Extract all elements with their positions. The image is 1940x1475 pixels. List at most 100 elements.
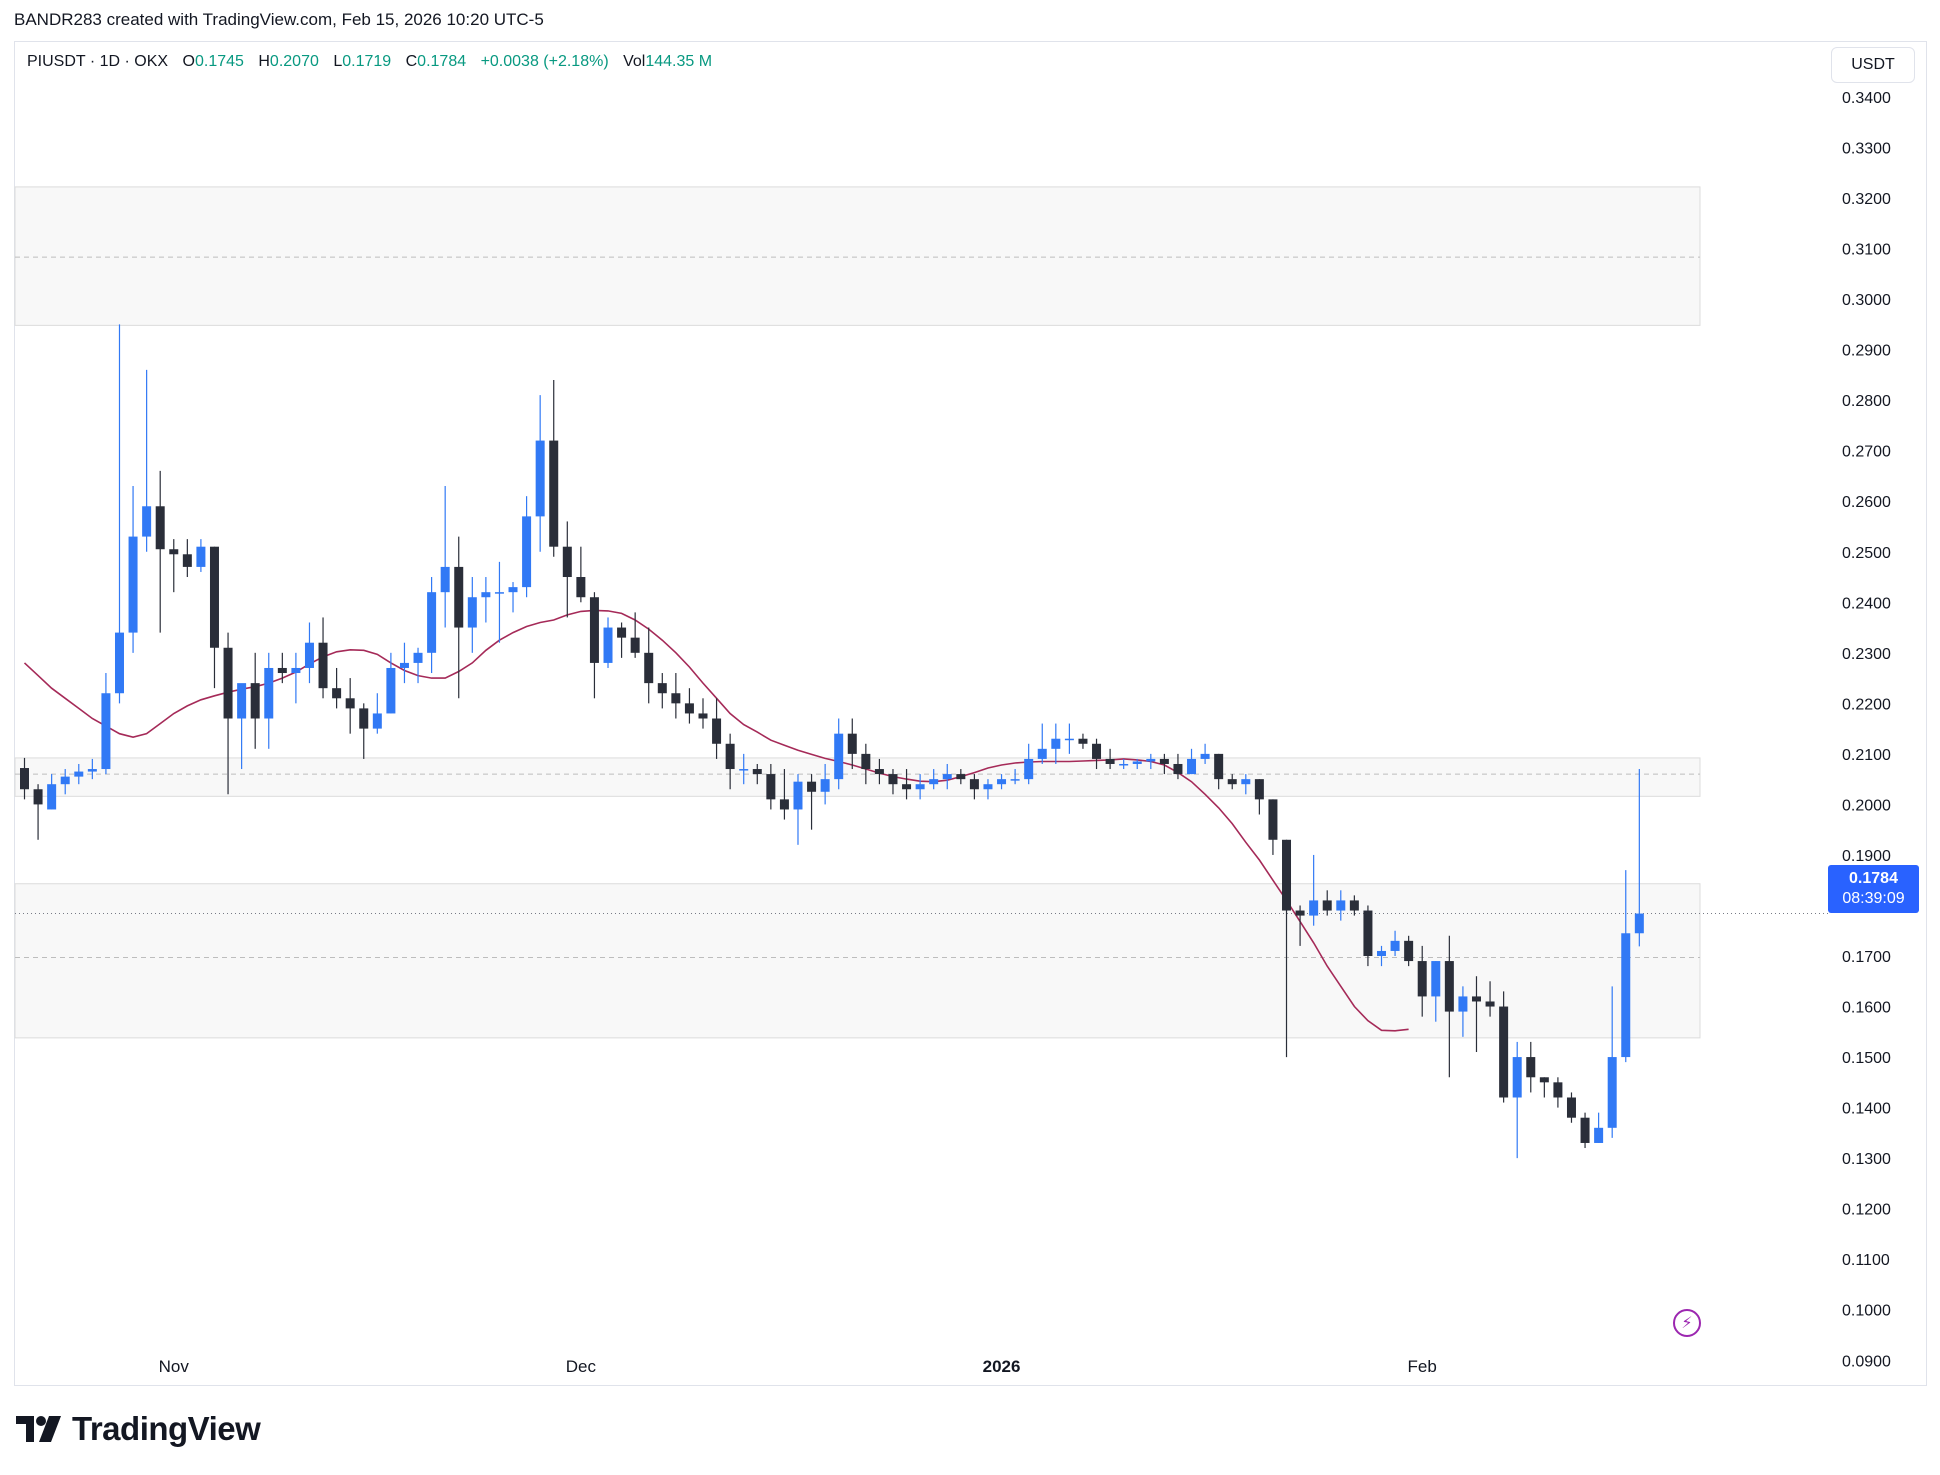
y-tick-label: 0.1000 (1842, 1303, 1891, 1320)
candle-body (1444, 961, 1454, 1012)
candle-body (1024, 758, 1034, 780)
candle-body (74, 771, 84, 777)
candle-body (752, 769, 762, 775)
candle-body (562, 546, 572, 578)
legend-symbol[interactable]: PIUSDT · 1D · OKX (27, 53, 169, 70)
legend-low-label: L (333, 53, 343, 70)
candle-body (549, 440, 559, 547)
legend-close-value: 0.1784 (417, 53, 467, 70)
candle-body (1241, 779, 1251, 785)
candle-body (237, 683, 247, 719)
candle-body (1499, 1006, 1509, 1098)
candle-body (834, 733, 844, 780)
y-tick-label: 0.2600 (1842, 494, 1891, 511)
candle-body (250, 683, 260, 719)
candle-body (1051, 738, 1061, 749)
candle-body (47, 784, 57, 810)
candle-body (481, 592, 491, 598)
candle-body (929, 779, 939, 785)
brand-name: TradingView (72, 1410, 261, 1447)
y-tick-label: 0.3300 (1842, 140, 1891, 157)
candle-body (60, 776, 70, 785)
candle-body (793, 781, 803, 810)
candle-body (1377, 950, 1386, 957)
chart-caption: BANDR283 created with TradingView.com, F… (14, 10, 544, 29)
candle-body (1363, 910, 1373, 957)
candle-body (861, 753, 871, 770)
candle-body (413, 652, 423, 663)
candle-body (264, 667, 274, 719)
candle-body (1607, 1057, 1617, 1128)
legend-volume-label: Vol (623, 53, 646, 70)
legend-close-label: C (405, 53, 418, 70)
legend-high-value: 0.2070 (269, 53, 319, 70)
candle-body (1566, 1097, 1576, 1118)
legend-open-value: 0.1745 (194, 53, 244, 70)
candle-body (644, 652, 654, 684)
candle-body (1078, 738, 1088, 744)
candle-body (671, 693, 681, 704)
tradingview-brand[interactable]: TradingView (16, 1410, 261, 1448)
candle-body (1254, 779, 1264, 800)
candle-body (101, 693, 111, 770)
candle-body (87, 769, 97, 772)
y-tick-label: 0.3200 (1842, 191, 1891, 208)
candle-body (1580, 1117, 1590, 1143)
candle-body (874, 769, 884, 775)
candle-body (1512, 1057, 1522, 1098)
currency-button[interactable]: USDT (1831, 47, 1915, 83)
tradingview-logo-icon (16, 1416, 61, 1442)
ohlc-legend: PIUSDT · 1D · OKX O0.1745 H0.2070 L0.171… (27, 53, 712, 71)
candle-body (969, 779, 979, 790)
candle-body (535, 440, 545, 517)
legend-change-value: +0.0038 (+2.18%) (480, 53, 609, 70)
y-tick-label: 0.1500 (1842, 1050, 1891, 1067)
candle-body (712, 718, 722, 744)
legend-volume-value: 144.35 M (645, 53, 713, 70)
y-tick-label: 0.3100 (1842, 242, 1891, 259)
candle-body (1119, 763, 1129, 766)
y-tick-label: 0.1700 (1842, 949, 1891, 966)
candle-body (902, 784, 912, 790)
candle-body (1268, 799, 1278, 840)
candle-body (399, 662, 409, 668)
candle-body (1322, 900, 1332, 911)
candle-body (956, 774, 966, 780)
candle-body (847, 733, 857, 754)
candle-body (142, 506, 152, 537)
candle-body (332, 688, 342, 699)
candle-body (318, 642, 328, 689)
y-tick-label: 0.1400 (1842, 1101, 1891, 1118)
y-tick-label: 0.2100 (1842, 747, 1891, 764)
legend-open-label: O (182, 53, 195, 70)
candle-body (128, 536, 138, 633)
candle-body (807, 781, 817, 792)
candle-body (1431, 961, 1441, 997)
candle-body (589, 597, 599, 663)
y-tick-label: 0.1200 (1842, 1202, 1891, 1219)
candle-body (1526, 1057, 1536, 1078)
y-tick-label: 0.2500 (1842, 545, 1891, 562)
candle-body (603, 627, 613, 663)
candle-body (739, 769, 749, 771)
candle-body (182, 554, 192, 567)
candle-body (1295, 910, 1305, 916)
candle-body (1282, 839, 1292, 911)
zone-box-0 (14, 186, 1701, 326)
candle-body (1553, 1082, 1563, 1098)
lightning-icon[interactable]: ⚡ (1673, 1309, 1701, 1337)
y-tick-label: 0.2800 (1842, 393, 1891, 410)
candle-body (345, 698, 355, 709)
candle-body (1187, 758, 1197, 775)
candle-body (114, 632, 124, 694)
candle-body (915, 784, 925, 790)
y-tick-label: 0.3000 (1842, 292, 1891, 309)
candle-body (983, 784, 993, 790)
last-price-value: 0.1784 (1849, 870, 1898, 887)
candle-body (1064, 738, 1074, 741)
x-tick-label: Nov (159, 1357, 190, 1376)
candle-body (427, 592, 437, 653)
candle-body (304, 642, 314, 668)
candle-body (1159, 758, 1169, 764)
